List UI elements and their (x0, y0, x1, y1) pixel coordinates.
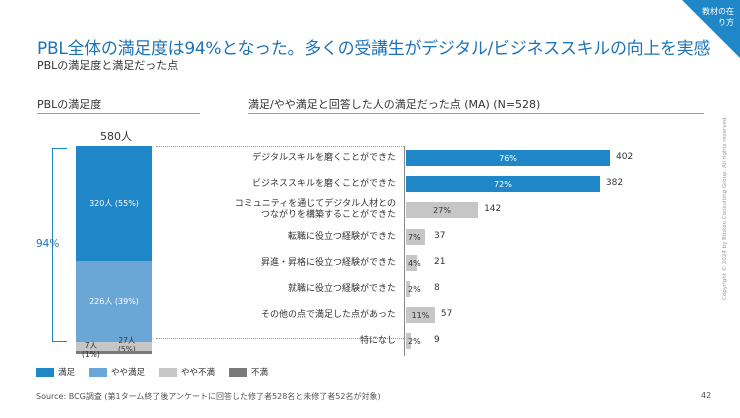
bar-count-label: 382 (605, 178, 624, 188)
bar: 4% (406, 255, 421, 271)
legend: 満足 やや満足 やや不満 不満 (36, 366, 268, 378)
bar-count-label: 8 (434, 283, 440, 293)
bar-category-label: その他の点で満足した点があった (260, 309, 396, 320)
bar-count-label: 57 (440, 309, 453, 319)
stack-segment-label: 320人 (55%) (89, 198, 139, 208)
bar-count-label: 402 (616, 152, 634, 162)
right-section-title: 満足/やや満足と回答した人の満足だった点 (MA) (N=528) (248, 98, 541, 111)
copyright-note: Copyright © 2024 by Boston Consulting Gr… (722, 115, 728, 300)
legend-item-yaya-manzoku: やや満足 (89, 366, 145, 378)
bar-count-label: 142 (484, 204, 502, 214)
stack-segment-yaya-manzoku: 226人 (39%) (76, 260, 152, 342)
stack-segment-label: 226人 (39%) (89, 296, 139, 306)
bar-category-label: 特になし (359, 335, 396, 346)
total-respondents-label: 580人 (100, 130, 132, 143)
source-note: Source: BCG調査 (第1ターム終了後アンケートに回答した修了者528名… (36, 392, 381, 401)
stack-segment-label: 7人 (1%) (82, 341, 100, 360)
bar: 11% (406, 307, 435, 323)
satisfied-total-percent: 94% (36, 238, 60, 250)
stack-segment-fuman (76, 351, 152, 354)
bar-axis (404, 146, 405, 356)
bar: 2% (406, 333, 421, 349)
bar-count-label: 9 (434, 335, 440, 345)
left-section-divider (37, 113, 200, 114)
legend-swatch (36, 367, 54, 377)
legend-item-yaya-fuman: やや不満 (159, 366, 215, 378)
bar-percent-label: 4% (408, 258, 421, 268)
stack-segment-label: 27人 (5%) (118, 335, 136, 354)
bar: 27% (406, 202, 479, 218)
bar: 76% (406, 150, 611, 166)
bar-category-label: 昇進・昇格に役立つ経験ができた (260, 257, 396, 268)
bar-count-label: 21 (434, 257, 446, 267)
connector-top (156, 146, 404, 147)
bar-category-label: ビジネススキルを磨くことができた (251, 178, 396, 189)
legend-swatch (89, 367, 108, 377)
bar-percent-label: 72% (494, 179, 512, 189)
legend-item-manzoku: 満足 (36, 366, 75, 378)
legend-swatch (159, 367, 178, 377)
bar-percent-label: 7% (408, 232, 421, 242)
bar-category-label: 就職に役立つ経験ができた (287, 283, 396, 294)
bar: 2% (406, 281, 421, 297)
legend-label: やや不満 (181, 368, 216, 378)
legend-swatch (229, 367, 248, 377)
page-subtitle: PBLの満足度と満足だった点 (37, 59, 179, 72)
right-section-divider (248, 113, 704, 114)
legend-label: やや満足 (111, 368, 146, 378)
page-title: PBL全体の満足度は94%となった。多くの受講生がデジタル/ビジネススキルの向上… (37, 39, 711, 59)
bar-category-label: 転職に役立つ経験ができた (287, 231, 396, 242)
satisfied-bracket (52, 148, 67, 342)
bar-count-label: 37 (434, 231, 446, 241)
bar: 7% (406, 229, 425, 245)
bar-percent-label: 11% (411, 310, 430, 320)
bar-category-label: コミュニティを通じてデジタル人材との つながりを構築することができた (234, 199, 396, 220)
legend-label: 不満 (251, 368, 269, 378)
page-number: 42 (701, 391, 712, 400)
legend-label: 満足 (58, 368, 76, 378)
corner-tab-label: 教材の在り方 (702, 7, 734, 27)
stack-segment-manzoku: 320人 (55%) (76, 146, 152, 261)
bar-percent-label: 76% (499, 153, 517, 163)
bar: 72% (406, 176, 600, 192)
legend-item-fuman: 不満 (229, 366, 268, 378)
bar-category-label: デジタルスキルを磨くことができた (252, 152, 396, 163)
bar-percent-label: 2% (408, 336, 421, 346)
bar-percent-label: 2% (408, 284, 421, 294)
connector-bottom (156, 338, 404, 339)
bar-percent-label: 27% (433, 205, 451, 215)
left-section-title: PBLの満足度 (37, 98, 102, 111)
stack-segment-yaya-fuman (76, 341, 152, 352)
corner-tab (682, 0, 740, 58)
